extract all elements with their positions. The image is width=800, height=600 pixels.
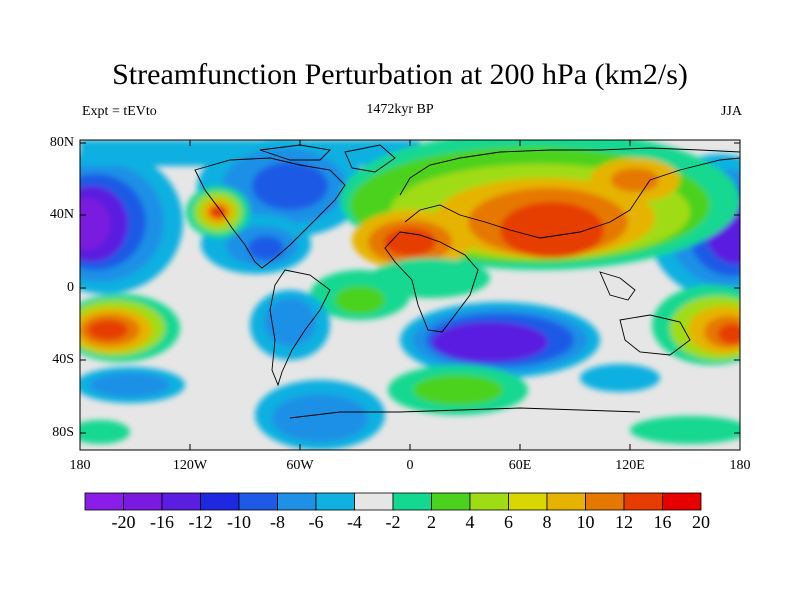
lat-label-40n: 40N [49,207,74,222]
colorbar-label: -4 [347,512,362,532]
colorbar-swatch [277,492,317,511]
coastlines [194,144,740,419]
colorbar-swatch [662,492,702,511]
colorbar-swatch [200,492,240,511]
lon-label-180-west: 180 [69,458,91,473]
colorbar-swatch [123,492,163,511]
colorbar-swatch [315,492,355,511]
experiment-label: Expt = tEVto [82,104,157,119]
colorbar-label: -2 [385,512,401,532]
colorbar-swatch [508,492,548,511]
colorbar-swatch [623,492,663,511]
lon-label-60w: 60W [286,458,314,473]
lat-label-40s: 40S [52,352,74,367]
colorbar-swatch [392,492,432,511]
colorbar-swatch [238,492,278,511]
lon-label-180-east: 180 [729,458,751,473]
lon-label-120e: 120E [615,458,645,473]
colorbar-label: 4 [465,512,475,532]
lon-label-0: 0 [406,458,414,473]
lat-label-80n: 80N [49,135,74,150]
colorbar-swatch [161,492,201,511]
colorbar-label: -20 [111,512,136,532]
season-label: JJA [720,104,742,119]
colorbar-swatch [84,492,124,511]
colorbar-label: 10 [576,512,595,532]
center-string: 1472kyr BP [366,102,434,117]
colorbar-swatch [431,492,471,511]
colorbar-swatch [469,492,509,511]
colorbar-label: -12 [188,512,213,532]
colorbar-label: 20 [692,512,710,532]
lat-label-80s: 80S [52,425,74,440]
lon-label-120w: 120W [172,458,208,473]
colorbar-label: -8 [270,512,285,532]
colorbar-label: -16 [150,512,174,532]
contour-field [80,140,740,450]
lon-label-60e: 60E [508,458,532,473]
colorbar-label: 16 [653,512,672,532]
axis-ticks [79,140,741,450]
map-title: Streamfunction Perturbation at 200 hPa (… [112,58,688,91]
lat-label-0: 0 [67,280,74,295]
colorbar [84,492,702,511]
colorbar-swatch [354,492,394,511]
colorbar-label: 8 [542,512,552,532]
colorbar-label: -10 [227,512,251,532]
colorbar-swatch [546,492,586,511]
colorbar-label: 6 [504,512,513,532]
colorbar-label: 12 [615,512,633,532]
colorbar-swatch [585,492,625,511]
colorbar-label: 2 [427,512,436,532]
colorbar-label: -6 [308,512,324,532]
